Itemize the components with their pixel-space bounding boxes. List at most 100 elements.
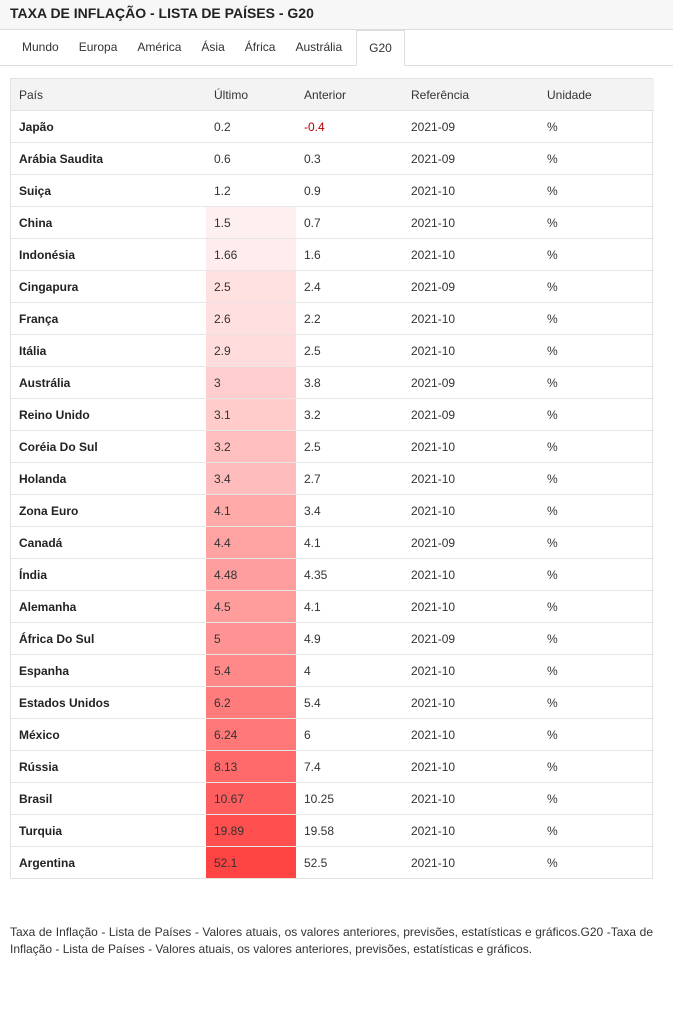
previous-value-cell: 4.35 [296,558,403,591]
unit-cell: % [547,855,558,870]
country-cell[interactable]: Índia [11,558,206,591]
last-value-cell: 4.48 [206,558,296,591]
unit-cell: % [539,718,654,751]
country-cell[interactable]: Espanha [11,654,206,687]
previous-value-cell: 0.9 [296,174,403,207]
column-header-reference[interactable]: Referência [403,79,539,111]
table-row: Alemanha 4.5 4.1 2021-10% [11,590,654,623]
tab-mundo[interactable]: Mundo [22,40,59,54]
country-cell[interactable]: Canadá [11,526,206,559]
unit-cell: % [539,398,654,431]
unit-cell: % [539,206,654,239]
unit-cell: % [539,526,654,559]
country-cell[interactable]: Cingapura [11,270,206,303]
reference-cell: 2021-10 [403,302,539,335]
country-cell[interactable]: África Do Sul [11,622,206,655]
unit-cell: % [539,302,654,335]
reference-cell: 2021-10 [403,238,539,271]
table-row: Espanha 5.4 4 2021-10% [11,654,654,687]
last-value-cell: 2.6 [206,302,296,335]
previous-value-cell: 4.1 [296,526,403,559]
country-cell[interactable]: Arábia Saudita [11,142,206,175]
country-cell[interactable]: França [11,302,206,335]
unit-cell: % [539,622,654,655]
last-value-cell: 1.66 [206,238,296,271]
reference-cell: 2021-10 [403,462,539,495]
country-cell[interactable]: Coréia Do Sul [11,430,206,463]
reference-cell: 2021-10 [403,206,539,239]
last-value-cell: 52.1 [206,846,296,878]
country-cell[interactable]: China [11,206,206,239]
reference-cell: 2021-09 [403,622,539,655]
tab-america[interactable]: América [137,40,182,54]
column-header-unit[interactable]: Unidade [539,79,654,111]
reference-cell: 2021-09 [403,366,539,399]
unit-cell: % [539,654,654,687]
tab-asia[interactable]: Ásia [201,40,225,54]
unit-cell: % [539,366,654,399]
previous-value-cell: 2.2 [296,302,403,335]
reference-cell: 2021-10 [403,558,539,591]
country-cell[interactable]: Turquia [11,814,206,847]
table-row: México 6.24 6 2021-10% [11,718,654,751]
previous-value-cell: 7.4 [296,750,403,783]
country-cell[interactable]: Zona Euro [11,494,206,527]
country-cell[interactable]: México [11,718,206,751]
unit-cell: % [539,686,654,719]
unit-cell: % [539,430,654,463]
previous-value-cell: 52.5 [304,855,328,870]
country-cell[interactable]: Estados Unidos [11,686,206,719]
country-cell[interactable]: Japão [11,110,206,143]
last-value-cell: 19.89 [206,814,296,847]
reference-cell: 2021-10 [403,430,539,463]
table-row: China 1.5 0.7 2021-10% [11,206,654,239]
previous-value-cell: 10.25 [296,782,403,815]
reference-cell: 2021-09 [403,270,539,303]
tab-europa[interactable]: Europa [78,40,118,54]
column-header-country[interactable]: País [11,79,206,111]
unit-cell: % [539,334,654,367]
column-header-previous[interactable]: Anterior [296,79,403,111]
previous-value-cell: 3.8 [296,366,403,399]
reference-cell: 2021-10 [403,718,539,751]
last-value-cell: 1.2 [206,174,296,207]
tab-australia[interactable]: Austrália [295,40,343,54]
table-row: Argentina 52.1 52.5 2021-10% [11,846,654,878]
last-value-cell: 4.4 [206,526,296,559]
reference-cell: 2021-10 [403,174,539,207]
table-row: Arábia Saudita 0.6 0.3 2021-09% [11,142,654,175]
country-cell[interactable]: Austrália [11,366,206,399]
table-body: Japão 0.2 -0.4 2021-09% Arábia Saudita 0.6 0.3… [11,110,654,878]
previous-value-cell: 4.1 [296,590,403,623]
country-cell[interactable]: Argentina [19,855,76,870]
unit-cell: % [539,238,654,271]
country-cell[interactable]: Suiça [11,174,206,207]
table-row: Brasil 10.67 10.25 2021-10% [11,782,654,815]
country-cell[interactable]: Brasil [11,782,206,815]
last-value-cell: 6.2 [206,686,296,719]
tab-africa[interactable]: África [244,40,276,54]
unit-cell: % [539,174,654,207]
country-cell[interactable]: Alemanha [11,590,206,623]
reference-cell: 2021-09 [403,526,539,559]
previous-value-cell: 5.4 [296,686,403,719]
column-header-last[interactable]: Último [206,79,296,111]
last-value-cell: 3 [206,366,296,399]
previous-value-cell: 2.7 [296,462,403,495]
unit-cell: % [539,782,654,815]
previous-value-cell: 4.9 [296,622,403,655]
country-cell[interactable]: Holanda [11,462,206,495]
country-cell[interactable]: Itália [11,334,206,367]
table-row: Coréia Do Sul 3.2 2.5 2021-10% [11,430,654,463]
page-header: TAXA DE INFLAÇÃO - LISTA DE PAÍSES - G20 [0,0,673,30]
table-row: Estados Unidos 6.2 5.4 2021-10% [11,686,654,719]
previous-value-cell: 2.5 [296,334,403,367]
country-cell[interactable]: Reino Unido [11,398,206,431]
previous-value-cell: 2.4 [296,270,403,303]
country-cell[interactable]: Rússia [11,750,206,783]
table-row: França 2.6 2.2 2021-10% [11,302,654,335]
table-row: Indonésia 1.66 1.6 2021-10% [11,238,654,271]
country-cell[interactable]: Indonésia [11,238,206,271]
table-row: Itália 2.9 2.5 2021-10% [11,334,654,367]
tab-g20[interactable]: G20 [356,30,405,66]
